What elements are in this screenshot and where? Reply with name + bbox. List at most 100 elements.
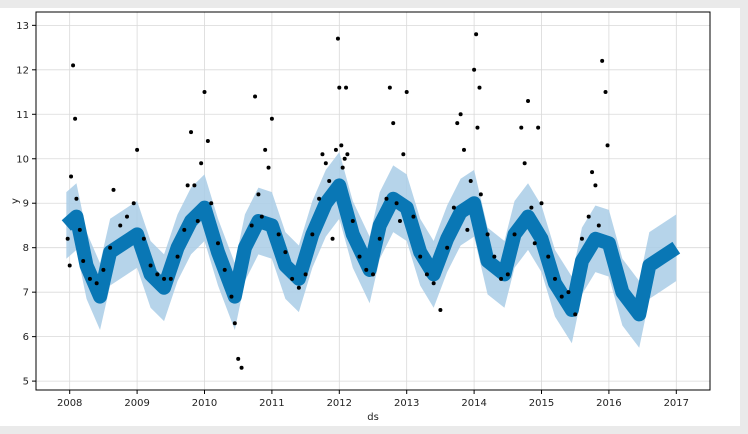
observed-point (384, 196, 389, 201)
observed-point (357, 254, 362, 259)
y-tick-label: 13 (16, 21, 29, 32)
observed-point (340, 165, 345, 170)
observed-point (586, 214, 591, 219)
observed-point (371, 272, 375, 277)
observed-point (404, 90, 409, 95)
observed-point (411, 214, 416, 219)
observed-point (485, 232, 490, 237)
x-axis-ticks: 2008 2009 2010 2011 2012 2013 2014 2015 2016 2017 (57, 390, 689, 409)
observed-point (263, 147, 268, 152)
observed-point (492, 254, 497, 259)
observed-point (131, 201, 136, 206)
observed-point (118, 223, 123, 228)
observed-point (269, 116, 274, 121)
observed-point (266, 165, 271, 170)
observed-point (546, 254, 551, 259)
observed-point (529, 205, 534, 210)
observed-point (532, 241, 537, 246)
x-tick-label: 2012 (327, 398, 352, 409)
y-tick-label: 7 (23, 288, 29, 299)
y-axis-label: y (10, 198, 21, 204)
observed-point (522, 161, 527, 166)
observed-point (472, 67, 477, 72)
y-tick-label: 6 (23, 332, 29, 343)
observed-point (337, 85, 342, 90)
observed-point (465, 227, 470, 232)
observed-point (590, 170, 595, 175)
observed-point (189, 130, 194, 135)
observed-point (323, 161, 328, 166)
observed-point (77, 227, 82, 232)
observed-point (478, 192, 483, 197)
observed-point (209, 201, 214, 206)
observed-point (296, 285, 301, 290)
observed-point (69, 174, 74, 179)
observed-point (397, 219, 402, 224)
observed-point (111, 187, 116, 192)
observed-point (155, 272, 160, 277)
observed-point (536, 125, 541, 130)
observed-point (579, 236, 584, 241)
observed-point (539, 201, 544, 206)
y-tick-label: 11 (16, 110, 29, 121)
observed-point (162, 276, 167, 281)
x-tick-label: 2016 (596, 398, 621, 409)
observed-point (108, 245, 113, 250)
observed-point (276, 232, 281, 237)
observed-point (468, 178, 473, 183)
observed-point (249, 223, 254, 228)
observed-point (603, 90, 608, 95)
observed-point (344, 85, 349, 90)
observed-point (364, 267, 369, 272)
observed-point (310, 232, 315, 237)
observed-point (335, 36, 340, 41)
y-tick-label: 5 (23, 377, 29, 388)
observed-points (65, 32, 610, 370)
observed-point (573, 312, 578, 317)
observed-point (477, 85, 482, 90)
y-axis-ticks: 5 6 7 8 9 10 11 12 13 (16, 21, 36, 388)
observed-point (391, 121, 396, 126)
observed-point (512, 232, 517, 237)
observed-point (330, 236, 335, 241)
forecast-chart: 2008 2009 2010 2011 2012 2013 2014 2015 2016 2017… (10, 11, 711, 423)
observed-point (71, 63, 76, 68)
observed-point (253, 94, 258, 99)
observed-point (168, 276, 173, 281)
observed-point (559, 294, 564, 299)
observed-point (215, 241, 220, 246)
observed-point (438, 307, 443, 312)
observed-point (519, 125, 524, 130)
observed-point (222, 267, 227, 272)
plot-area-frame (35, 11, 711, 391)
observed-point (283, 250, 288, 255)
observed-point (327, 178, 332, 183)
observed-point (135, 147, 140, 152)
observed-point (87, 276, 92, 281)
x-tick-label: 2015 (529, 398, 554, 409)
observed-point (124, 214, 129, 219)
observed-point (182, 227, 187, 232)
observed-point (424, 272, 429, 277)
chart-figure: 2008 2009 2010 2011 2012 2013 2014 2015 2016 2017… (0, 8, 740, 426)
observed-point (202, 90, 207, 95)
observed-point (303, 272, 308, 277)
observed-point (73, 116, 78, 121)
observed-point (593, 183, 598, 188)
x-axis-label: ds (367, 412, 379, 423)
observed-point (377, 236, 382, 241)
observed-point (192, 183, 197, 188)
x-tick-label: 2010 (192, 398, 217, 409)
observed-point (185, 183, 190, 188)
y-tick-label: 8 (23, 243, 29, 254)
observed-point (239, 365, 244, 370)
observed-point (461, 147, 466, 152)
observed-point (394, 201, 399, 206)
x-tick-label: 2013 (394, 398, 419, 409)
observed-point (148, 263, 153, 268)
observed-point (205, 138, 210, 143)
observed-point (199, 161, 204, 166)
observed-point (342, 156, 347, 161)
observed-point (232, 321, 237, 326)
observed-point (445, 245, 450, 250)
